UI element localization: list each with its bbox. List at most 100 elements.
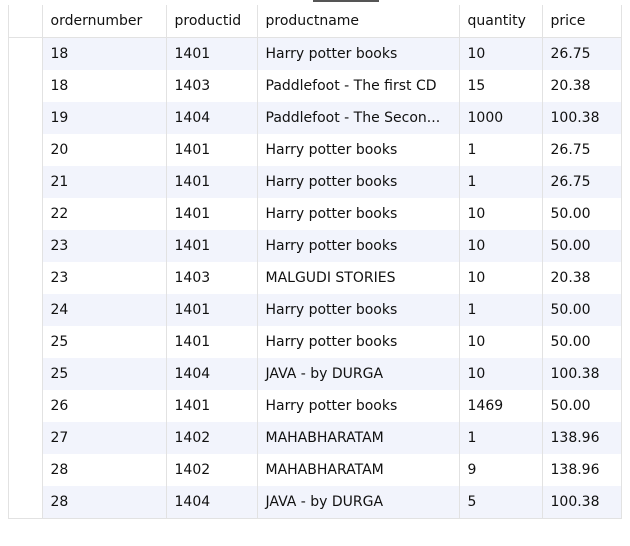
cell-ordernumber[interactable]: 28 bbox=[42, 454, 167, 486]
cell-productid[interactable]: 1401 bbox=[166, 230, 258, 262]
cell-ordernumber[interactable]: 21 bbox=[42, 166, 167, 198]
cell-ordernumber[interactable]: 19 bbox=[42, 102, 167, 134]
row-selector[interactable] bbox=[9, 262, 43, 294]
cell-productname[interactable]: JAVA - by DURGA bbox=[257, 486, 460, 518]
row-selector[interactable] bbox=[9, 134, 43, 166]
cell-productid[interactable]: 1401 bbox=[166, 390, 258, 422]
cell-quantity[interactable]: 10 bbox=[459, 230, 543, 262]
table-row[interactable]: 24 1401 Harry potter books 1 50.00 bbox=[9, 294, 621, 326]
cell-productname[interactable]: Harry potter books bbox=[257, 294, 460, 326]
cell-quantity[interactable]: 1469 bbox=[459, 390, 543, 422]
cell-price[interactable]: 50.00 bbox=[542, 326, 621, 358]
table-row[interactable]: 18 1401 Harry potter books 10 26.75 bbox=[9, 37, 621, 70]
cell-quantity[interactable]: 10 bbox=[459, 358, 543, 390]
cell-price[interactable]: 20.38 bbox=[542, 262, 621, 294]
cell-quantity[interactable]: 10 bbox=[459, 262, 543, 294]
cell-productid[interactable]: 1403 bbox=[166, 262, 258, 294]
cell-productid[interactable]: 1404 bbox=[166, 358, 258, 390]
cell-quantity[interactable]: 1 bbox=[459, 422, 543, 454]
cell-productname[interactable]: Harry potter books bbox=[257, 198, 460, 230]
cell-productname[interactable]: Harry potter books bbox=[257, 230, 460, 262]
cell-price[interactable]: 100.38 bbox=[542, 486, 621, 518]
cell-ordernumber[interactable]: 23 bbox=[42, 262, 167, 294]
table-row[interactable]: 19 1404 Paddlefoot - The Secon... 1000 100.3… bbox=[9, 102, 621, 134]
row-selector[interactable] bbox=[9, 390, 43, 422]
cell-quantity[interactable]: 5 bbox=[459, 486, 543, 518]
cell-productname[interactable]: MALGUDI STORIES bbox=[257, 262, 460, 294]
row-selector[interactable] bbox=[9, 102, 43, 134]
cell-price[interactable]: 138.96 bbox=[542, 422, 621, 454]
table-row[interactable]: 26 1401 Harry potter books 1469 50.00 bbox=[9, 390, 621, 422]
table-row[interactable]: 22 1401 Harry potter books 10 50.00 bbox=[9, 198, 621, 230]
cell-productid[interactable]: 1401 bbox=[166, 198, 258, 230]
cell-quantity[interactable]: 10 bbox=[459, 37, 543, 70]
cell-productid[interactable]: 1403 bbox=[166, 70, 258, 102]
table-row[interactable]: 23 1403 MALGUDI STORIES 10 20.38 bbox=[9, 262, 621, 294]
cell-productid[interactable]: 1401 bbox=[166, 134, 258, 166]
cell-productid[interactable]: 1404 bbox=[166, 486, 258, 518]
cell-productname[interactable]: JAVA - by DURGA bbox=[257, 358, 460, 390]
cell-ordernumber[interactable]: 25 bbox=[42, 358, 167, 390]
cell-quantity[interactable]: 1 bbox=[459, 294, 543, 326]
cell-quantity[interactable]: 10 bbox=[459, 326, 543, 358]
cell-price[interactable]: 26.75 bbox=[542, 134, 621, 166]
cell-price[interactable]: 100.38 bbox=[542, 102, 621, 134]
cell-price[interactable]: 26.75 bbox=[542, 37, 621, 70]
row-selector[interactable] bbox=[9, 358, 43, 390]
cell-productid[interactable]: 1401 bbox=[166, 166, 258, 198]
column-header-quantity[interactable]: quantity bbox=[459, 5, 543, 38]
row-selector[interactable] bbox=[9, 166, 43, 198]
cell-price[interactable]: 20.38 bbox=[542, 70, 621, 102]
table-row[interactable]: 20 1401 Harry potter books 1 26.75 bbox=[9, 134, 621, 166]
cell-ordernumber[interactable]: 23 bbox=[42, 230, 167, 262]
table-row[interactable]: 28 1404 JAVA - by DURGA 5 100.38 bbox=[9, 486, 621, 518]
cell-productname[interactable]: Paddlefoot - The first CD bbox=[257, 70, 460, 102]
cell-productname[interactable]: MAHABHARATAM bbox=[257, 454, 460, 486]
cell-productid[interactable]: 1401 bbox=[166, 326, 258, 358]
column-header-productname[interactable]: productname bbox=[257, 5, 460, 38]
cell-price[interactable]: 50.00 bbox=[542, 294, 621, 326]
cell-productid[interactable]: 1401 bbox=[166, 294, 258, 326]
cell-ordernumber[interactable]: 18 bbox=[42, 70, 167, 102]
cell-price[interactable]: 50.00 bbox=[542, 390, 621, 422]
table-row[interactable]: 21 1401 Harry potter books 1 26.75 bbox=[9, 166, 621, 198]
cell-quantity[interactable]: 1 bbox=[459, 134, 543, 166]
table-row[interactable]: 18 1403 Paddlefoot - The first CD 15 20.38 bbox=[9, 70, 621, 102]
cell-quantity[interactable]: 9 bbox=[459, 454, 543, 486]
column-header-ordernumber[interactable]: ordernumber bbox=[42, 5, 167, 38]
cell-quantity[interactable]: 1 bbox=[459, 166, 543, 198]
row-selector[interactable] bbox=[9, 37, 43, 70]
cell-price[interactable]: 50.00 bbox=[542, 230, 621, 262]
row-selector-header[interactable] bbox=[9, 5, 43, 38]
cell-quantity[interactable]: 1000 bbox=[459, 102, 543, 134]
table-row[interactable]: 25 1404 JAVA - by DURGA 10 100.38 bbox=[9, 358, 621, 390]
row-selector[interactable] bbox=[9, 70, 43, 102]
row-selector[interactable] bbox=[9, 230, 43, 262]
cell-productid[interactable]: 1401 bbox=[166, 37, 258, 70]
cell-productname[interactable]: MAHABHARATAM bbox=[257, 422, 460, 454]
cell-ordernumber[interactable]: 28 bbox=[42, 486, 167, 518]
cell-productname[interactable]: Harry potter books bbox=[257, 37, 460, 70]
cell-quantity[interactable]: 15 bbox=[459, 70, 543, 102]
cell-productid[interactable]: 1402 bbox=[166, 422, 258, 454]
row-selector[interactable] bbox=[9, 294, 43, 326]
cell-productname[interactable]: Harry potter books bbox=[257, 390, 460, 422]
row-selector[interactable] bbox=[9, 454, 43, 486]
cell-productname[interactable]: Paddlefoot - The Secon... bbox=[257, 102, 460, 134]
table-row[interactable]: 23 1401 Harry potter books 10 50.00 bbox=[9, 230, 621, 262]
column-header-price[interactable]: price bbox=[542, 5, 621, 38]
table-row[interactable]: 27 1402 MAHABHARATAM 1 138.96 bbox=[9, 422, 621, 454]
cell-ordernumber[interactable]: 22 bbox=[42, 198, 167, 230]
table-row[interactable]: 28 1402 MAHABHARATAM 9 138.96 bbox=[9, 454, 621, 486]
cell-price[interactable]: 100.38 bbox=[542, 358, 621, 390]
cell-ordernumber[interactable]: 26 bbox=[42, 390, 167, 422]
cell-ordernumber[interactable]: 20 bbox=[42, 134, 167, 166]
cell-quantity[interactable]: 10 bbox=[459, 198, 543, 230]
row-selector[interactable] bbox=[9, 486, 43, 518]
table-row[interactable]: 25 1401 Harry potter books 10 50.00 bbox=[9, 326, 621, 358]
cell-productname[interactable]: Harry potter books bbox=[257, 134, 460, 166]
cell-productid[interactable]: 1402 bbox=[166, 454, 258, 486]
cell-ordernumber[interactable]: 25 bbox=[42, 326, 167, 358]
cell-productname[interactable]: Harry potter books bbox=[257, 166, 460, 198]
cell-price[interactable]: 26.75 bbox=[542, 166, 621, 198]
